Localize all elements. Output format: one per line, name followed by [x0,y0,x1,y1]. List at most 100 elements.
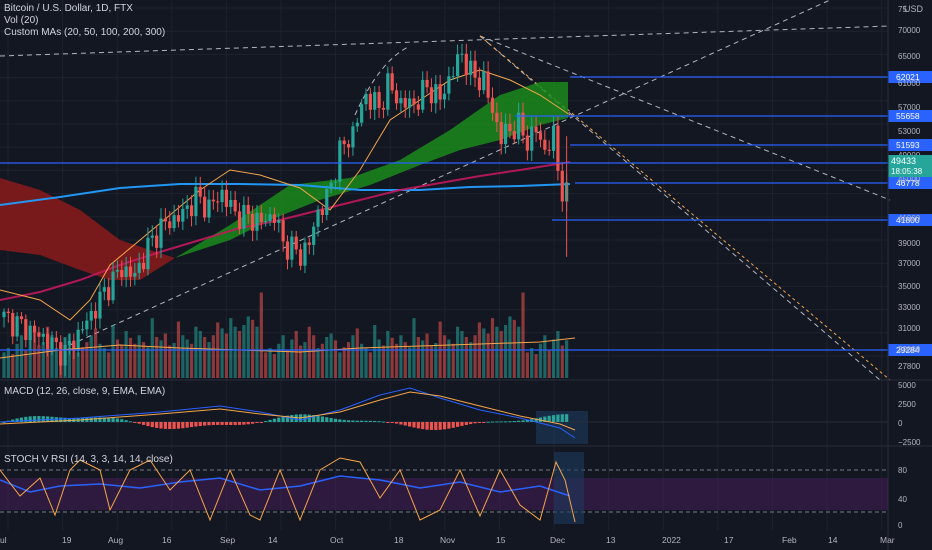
macd-bar [307,414,311,422]
candle-body [98,291,102,319]
macd-bar [128,421,133,423]
macd-bar [346,420,351,422]
volume-bar [464,336,468,378]
macd-bar [264,420,268,422]
volume-ma-line [0,337,576,359]
volume-bar [346,342,351,378]
macd-bar [211,422,215,426]
countdown-label: 18:05:38 [891,167,923,176]
volume-bar [133,343,137,378]
orange-trend-line [479,35,891,381]
macd-bar [59,417,63,422]
macd-bar [19,417,24,422]
time-tick-label: ul [0,535,7,545]
level-badge [888,177,932,189]
level-badge [888,71,932,83]
candle-body [15,316,19,337]
level-label: 51593 [896,140,920,150]
price-tick-label: 39000 [898,239,921,248]
stoch-legend[interactable]: STOCH V RSI (14, 3, 3, 14, 14, close) [4,454,173,465]
steep-trend-line [479,35,881,381]
candle-body [355,122,359,127]
macd-bar [281,416,285,422]
volume-bar [80,347,85,378]
macd-legend[interactable]: MACD (12, 26, close, 9, EMA, EMA) [4,386,166,397]
candle-body [146,237,150,270]
macd-bar [251,422,255,424]
macd-bar [176,422,181,429]
volume-bar [408,347,412,378]
macd-bar [386,422,390,423]
volume-bar [399,335,403,378]
candle-body [242,204,246,229]
macd-bar [425,422,429,430]
candle-body [364,93,368,105]
ma-legend[interactable]: Custom MAs (20, 50, 100, 200, 300) [4,27,166,38]
price-tick-label: 75 [898,5,907,14]
candle-body [442,93,447,100]
volume-bar [416,336,420,378]
volume-bar [268,348,272,378]
volume-bar [521,292,525,378]
candle-body [54,337,58,343]
candle-body [203,196,207,218]
macd-bar [233,422,237,425]
volume-bar [503,324,508,378]
macd-bar [185,422,189,428]
macd-bar [11,419,15,422]
candle-body [329,182,333,190]
time-tick-label: 14 [268,535,278,545]
macd-bar [447,422,451,429]
price-tick-label: 41000 [898,214,921,223]
volume-bar [486,333,490,378]
volume-bar [102,348,106,378]
volume-bar [124,330,128,378]
volume-bar [538,343,543,378]
macd-bar [146,422,150,427]
candle-body [307,242,311,245]
candle-body [473,60,477,78]
volume-bar [224,333,229,378]
green-ma-band [175,82,568,258]
macd-bar [93,417,98,422]
volume-bar [473,335,477,378]
volume-bar [19,335,24,378]
price-tick-label: 70000 [898,26,921,35]
macd-bar [460,422,464,426]
macd-bar [556,414,560,422]
level-badge [888,110,932,122]
candle-body [19,316,24,320]
macd-bar [477,422,482,423]
candle-body [377,92,381,108]
macd-bar [63,417,67,422]
volume-bar [290,339,294,378]
candle-body [159,218,163,248]
volume-bars [2,292,569,378]
macd-bar [394,422,399,424]
candle-body [325,189,329,216]
price-tick-label: 57000 [898,103,921,112]
volume-bar [495,326,499,378]
trend-lines [0,0,891,381]
volume-bar [85,342,89,378]
price-tick-label: 61000 [898,79,921,88]
macd-bar [168,422,172,430]
candle-body [211,199,215,202]
volume-bar [28,339,32,378]
candle-body [233,200,237,212]
volume-bar [281,335,285,378]
candle-body [168,221,172,229]
price-tick-label: 65000 [898,52,921,61]
symbol-title[interactable]: Bitcoin / U.S. Dollar, 1D, FTX [4,3,133,14]
volume-bar [141,342,146,378]
volume-bar [425,333,429,378]
macd-bar [355,420,359,422]
candle-body [290,236,294,260]
volume-bar [342,347,346,378]
volume-bar [2,352,6,378]
candle-body [551,125,556,151]
volume-legend[interactable]: Vol (20) [4,15,39,26]
candle-body [229,200,233,207]
